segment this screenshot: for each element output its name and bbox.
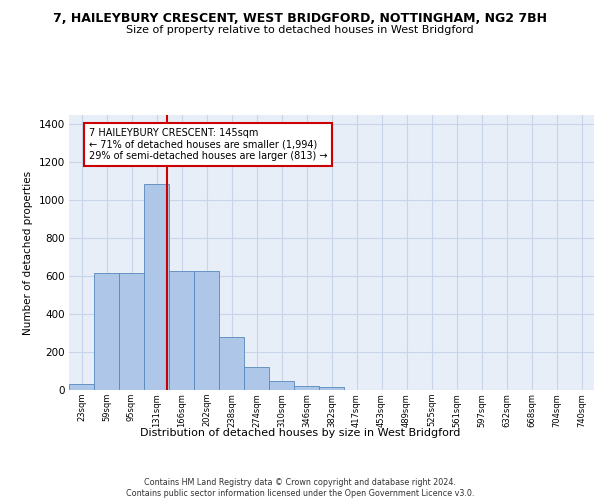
Text: 7 HAILEYBURY CRESCENT: 145sqm
← 71% of detached houses are smaller (1,994)
29% o: 7 HAILEYBURY CRESCENT: 145sqm ← 71% of d… bbox=[89, 128, 328, 162]
Bar bbox=[294, 386, 319, 390]
Bar bbox=[194, 270, 219, 390]
Bar bbox=[144, 184, 169, 390]
Y-axis label: Number of detached properties: Number of detached properties bbox=[23, 170, 33, 334]
Bar bbox=[69, 384, 94, 390]
Bar bbox=[319, 387, 344, 390]
Bar bbox=[94, 274, 119, 390]
Text: Contains HM Land Registry data © Crown copyright and database right 2024.
Contai: Contains HM Land Registry data © Crown c… bbox=[126, 478, 474, 498]
Bar bbox=[119, 274, 144, 390]
Bar bbox=[269, 382, 294, 390]
Bar bbox=[219, 337, 244, 390]
Text: Size of property relative to detached houses in West Bridgford: Size of property relative to detached ho… bbox=[126, 25, 474, 35]
Text: 7, HAILEYBURY CRESCENT, WEST BRIDGFORD, NOTTINGHAM, NG2 7BH: 7, HAILEYBURY CRESCENT, WEST BRIDGFORD, … bbox=[53, 12, 547, 26]
Text: Distribution of detached houses by size in West Bridgford: Distribution of detached houses by size … bbox=[140, 428, 460, 438]
Bar bbox=[244, 367, 269, 390]
Bar bbox=[169, 270, 194, 390]
